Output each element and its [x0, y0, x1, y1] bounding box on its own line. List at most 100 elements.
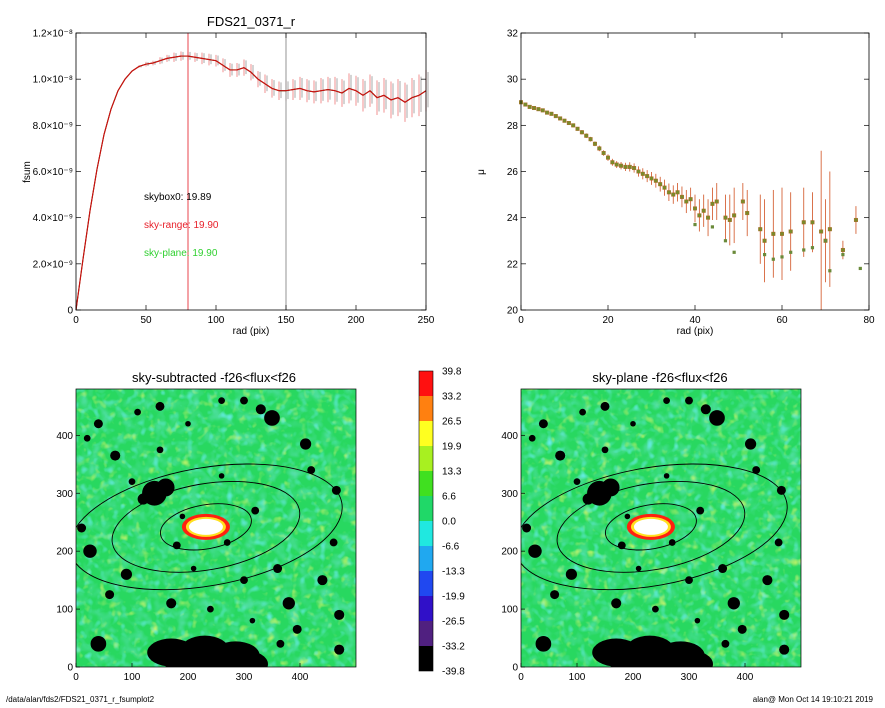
footer-timestamp: alan@ Mon Oct 14 19:10:21 2019 — [752, 695, 873, 704]
fsum-y-tick-label: 1.2×10⁻⁸ — [33, 29, 73, 40]
mu-point — [819, 229, 824, 234]
sky-subtracted-content — [76, 389, 356, 667]
sky-plane-y-tick-label: 200 — [501, 547, 518, 558]
fsum-y-tick-label: 0 — [67, 306, 73, 317]
mu-point — [571, 123, 576, 128]
sky-subtracted-masked-source — [240, 576, 248, 585]
mu-x-tick-label: 80 — [863, 315, 875, 326]
sky-plane-masked-source — [624, 513, 631, 520]
mu-point — [740, 199, 745, 204]
colorbar-label: 6.6 — [442, 492, 456, 503]
colorbar-label: 13.3 — [442, 467, 462, 478]
fsum-x-tick-label: 100 — [208, 315, 225, 326]
sky-subtracted-masked-source — [93, 419, 103, 429]
mu-point — [597, 146, 602, 151]
mu-point — [671, 192, 676, 197]
mu-y-tick-label: 28 — [507, 121, 519, 132]
sky-subtracted-masked-source — [292, 624, 302, 634]
sky-subtracted-masked-source — [317, 575, 328, 586]
colorbar-label: -33.2 — [442, 642, 465, 653]
sky-subtracted-masked-source — [110, 450, 121, 461]
sky-plane-masked-source — [565, 568, 578, 580]
sky-plane-masked-source — [611, 598, 622, 609]
colorbar-swatch — [419, 371, 433, 396]
sky-plane-masked-source — [528, 544, 542, 558]
mu-y-tick-label: 26 — [507, 167, 519, 178]
sky-subtracted-galaxy-core — [188, 518, 223, 535]
colorbar: 39.8 33.2 26.5 19.9 13.3 6.6 0.0 -6.6 -13.3 -19.9… — [418, 367, 465, 678]
colorbar-swatch — [419, 571, 433, 596]
sky-plane-masked-source — [696, 506, 705, 515]
sky-subtracted-y-tick-label: 0 — [67, 663, 73, 674]
mu-point — [684, 199, 689, 204]
colorbar-label: -6.6 — [442, 542, 460, 553]
mu-point — [706, 215, 711, 220]
sky-plane-masked-source — [663, 473, 670, 479]
fsum-y-tick-label: 6.0×10⁻⁹ — [33, 167, 73, 178]
mu-point — [840, 247, 845, 252]
sky-plane-masked-source — [779, 609, 790, 620]
mu-x-tick-label: 20 — [602, 315, 614, 326]
sky-range-annotation: sky-range: 19.90 — [144, 220, 219, 231]
sky-plane-masked-source — [555, 450, 566, 461]
mu-y-tick-label: 22 — [507, 259, 519, 270]
mu-point-secondary — [823, 239, 828, 243]
fsum-y-tick-label: 1.0×10⁻⁸ — [33, 75, 73, 86]
fsum-x-tick-label: 250 — [418, 315, 435, 326]
mu-point — [536, 107, 541, 112]
sky-plane-frame — [520, 388, 802, 668]
mu-point — [545, 110, 550, 115]
sky-subtracted-masked-source — [300, 438, 312, 450]
colorbar-swatch — [419, 521, 433, 546]
sky-subtracted-isophote-ellipse — [111, 480, 301, 573]
sky-plane-x-ticks: 0 100 200 300 400 — [518, 663, 754, 683]
colorbar-label: -26.5 — [442, 617, 465, 628]
mu-point — [827, 227, 832, 232]
sky-plane-masked-source — [601, 478, 620, 497]
sky-subtracted-masked-source — [329, 538, 338, 547]
sky-plane-map — [520, 388, 802, 668]
sky-subtracted-x-tick-label: 200 — [180, 672, 197, 683]
sky-subtracted-masked-source — [249, 617, 256, 624]
sky-plane-masked-source — [630, 420, 636, 427]
mu-point — [801, 220, 806, 225]
mu-point-secondary — [780, 255, 784, 259]
sky-plane-annotation: sky-plane: 19.90 — [144, 248, 218, 259]
mu-point-secondary — [693, 222, 697, 227]
mu-point — [601, 151, 606, 156]
sky-subtracted-x-tick-label: 300 — [236, 672, 253, 683]
sky-plane-masked-source — [528, 434, 536, 442]
sky-plane-isophote-ellipse — [556, 480, 746, 573]
sky-subtracted-masked-source — [218, 397, 225, 404]
sky-subtracted-frame — [75, 388, 357, 668]
sky-subtracted-masked-source — [166, 598, 177, 609]
sky-subtracted-masked-source — [120, 568, 132, 580]
mu-point — [540, 108, 545, 113]
footer-path: /data/alan/fds2/FDS21_0371_r_fsumplot2 — [6, 695, 155, 704]
mu-point — [732, 213, 737, 218]
sky-plane-x-tick-label: 200 — [625, 672, 642, 683]
mu-point — [853, 217, 858, 222]
mu-x-tick-label: 60 — [776, 315, 788, 326]
colorbar-swatch — [419, 546, 433, 571]
sky-subtracted-masked-source — [179, 513, 186, 520]
sky-plane-masked-source — [727, 597, 740, 610]
sky-subtracted-masked-source — [255, 404, 266, 415]
fsum-x-tick-label: 0 — [73, 315, 79, 326]
sky-plane-masked-source — [652, 605, 659, 613]
sky-subtracted-map-panel: sky-subtracted -f26<flux<f26 0 100 200 300 4… — [56, 370, 357, 683]
sky-plane-x-tick-label: 400 — [737, 672, 754, 683]
mu-point — [693, 206, 698, 211]
colorbar-label: 26.5 — [442, 417, 462, 428]
sky-plane-masked-source — [700, 404, 711, 415]
sky-subtracted-masked-source — [207, 605, 214, 613]
sky-subtracted-masked-source — [334, 609, 345, 620]
sky-subtracted-masked-source — [83, 544, 97, 558]
mu-point — [745, 211, 750, 216]
sky-subtracted-masked-source — [90, 635, 107, 652]
mu-point — [575, 126, 580, 131]
mu-point — [553, 114, 558, 119]
sky-plane-masked-source — [752, 466, 761, 475]
mu-point — [523, 102, 528, 107]
